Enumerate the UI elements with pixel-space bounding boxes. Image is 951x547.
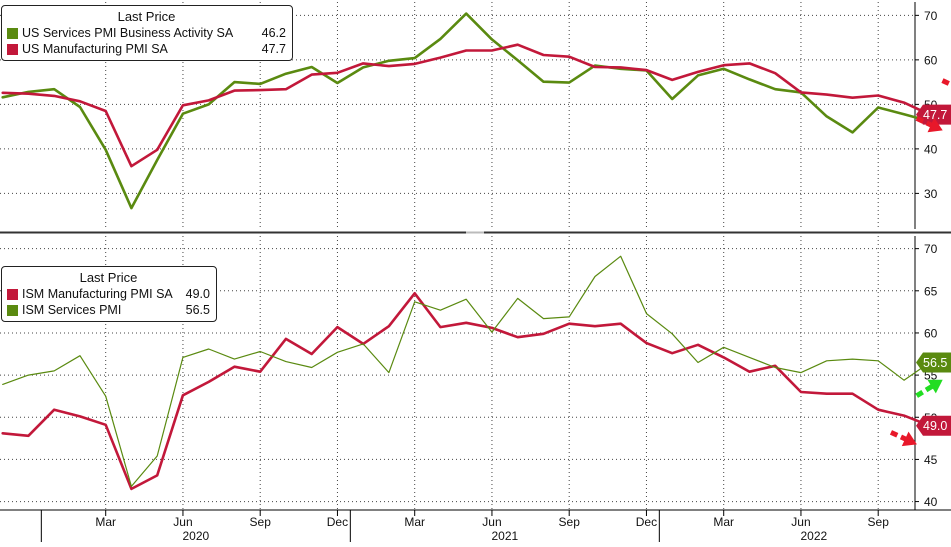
top-legend-name-services: US Services PMI Business Activity SA — [22, 26, 234, 40]
top-legend-entry-manufacturing: US Manufacturing PMI SA 47.7 — [7, 41, 286, 57]
year-label-2021: 2021 — [491, 529, 518, 542]
top-legend-title: Last Price — [117, 9, 176, 24]
x-tick-label-6: Sep — [559, 515, 581, 529]
x-tick-label-2: Sep — [250, 515, 272, 529]
x-tick-label-8: Mar — [713, 515, 734, 529]
x-tick-label-3: Dec — [327, 515, 348, 529]
annotation-arrow-bottom-green — [915, 379, 943, 398]
annotation-arrow-bottom-red-head — [901, 431, 917, 447]
annotation-arrow-top-2-head — [927, 117, 943, 133]
annotation-arrow-top-1-shaft — [941, 78, 951, 88]
panel-2-ytick-label-4: 60 — [924, 326, 938, 340]
series-line-ism-manufacturing-pmi-sa — [1, 291, 932, 491]
year-label-2020: 2020 — [182, 529, 209, 542]
bottom-legend-title: Last Price — [79, 270, 138, 285]
x-tick-label-0: Mar — [95, 515, 116, 529]
bottom-last-value-tag-services-bg — [916, 352, 951, 373]
x-tick-label-9: Jun — [791, 515, 810, 529]
bottom-last-value-tag-manufacturing-label: 49.0 — [923, 419, 947, 433]
bottom-legend-value-manufacturing: 49.0 — [185, 287, 210, 301]
top-legend-value-services: 46.2 — [261, 26, 286, 40]
top-legend-swatch-manufacturing — [7, 43, 18, 55]
bottom-last-value-tag-manufacturing-bg — [916, 415, 951, 436]
annotation-arrow-top-2 — [915, 116, 943, 133]
annotation-arrow-bottom-green-shaft — [915, 380, 941, 398]
top-legend-name-manufacturing: US Manufacturing PMI SA — [22, 42, 168, 56]
annotation-arrow-bottom-green-head — [927, 379, 943, 394]
bottom-legend-swatch-manufacturing — [7, 288, 18, 300]
panel-1-ytick-label-0: 30 — [924, 187, 938, 201]
annotation-arrow-bottom-red-shaft — [889, 430, 915, 445]
series-line-us-manufacturing-pmi-sa — [1, 43, 932, 168]
x-tick-label-5: Jun — [482, 515, 501, 529]
bottom-legend-name-manufacturing: ISM Manufacturing PMI SA — [22, 287, 173, 301]
x-tick-label-4: Mar — [404, 515, 425, 529]
year-label-2022: 2022 — [800, 529, 827, 542]
annotation-arrow-bottom-red — [889, 430, 917, 447]
panel-1-ytick-label-1: 40 — [924, 142, 938, 156]
panel-1-ytick-label-3: 60 — [924, 53, 938, 67]
annotation-arrow-top-1 — [941, 78, 951, 88]
top-last-value-tag-manufacturing-bg — [916, 104, 951, 125]
top-legend-entry-services: US Services PMI Business Activity SA 46.… — [7, 25, 286, 41]
panel-1-ytick-label-4: 70 — [924, 9, 938, 23]
panel-2-ytick-label-1: 45 — [924, 453, 938, 467]
series-line-ism-services-pmi — [2, 255, 931, 487]
top-last-value-tag-manufacturing-label: 47.7 — [923, 108, 947, 122]
bottom-legend-value-services: 56.5 — [185, 303, 210, 317]
top-legend-value-manufacturing: 47.7 — [261, 42, 286, 56]
top-last-value-tag-manufacturing: 47.7 — [916, 104, 951, 125]
panel-2-ytick-label-0: 40 — [924, 495, 938, 509]
top-legend: Last Price US Services PMI Business Acti… — [1, 5, 293, 61]
panel-2-ytick-label-5: 65 — [924, 284, 938, 298]
bottom-last-value-tag-services-label: 56.5 — [923, 356, 947, 370]
bottom-last-value-tag-services: 56.5 — [916, 352, 951, 373]
x-tick-label-1: Jun — [173, 515, 192, 529]
top-legend-swatch-services — [7, 27, 18, 39]
panel-2-ytick-label-6: 70 — [924, 242, 938, 256]
x-tick-label-7: Dec — [636, 515, 657, 529]
bottom-legend-entry-manufacturing: ISM Manufacturing PMI SA 49.0 — [7, 286, 210, 302]
series-line-us-services-pmi-business-activity-sa — [1, 12, 932, 210]
bottom-legend-name-services: ISM Services PMI — [22, 303, 122, 317]
bottom-last-value-tag-manufacturing: 49.0 — [916, 415, 951, 436]
annotation-arrow-top-2-shaft — [915, 116, 940, 131]
bottom-legend-swatch-services — [7, 304, 18, 316]
bottom-legend-entry-services: ISM Services PMI 56.5 — [7, 302, 210, 318]
x-tick-label-10: Sep — [868, 515, 890, 529]
bottom-legend: Last Price ISM Manufacturing PMI SA 49.0… — [1, 266, 217, 322]
